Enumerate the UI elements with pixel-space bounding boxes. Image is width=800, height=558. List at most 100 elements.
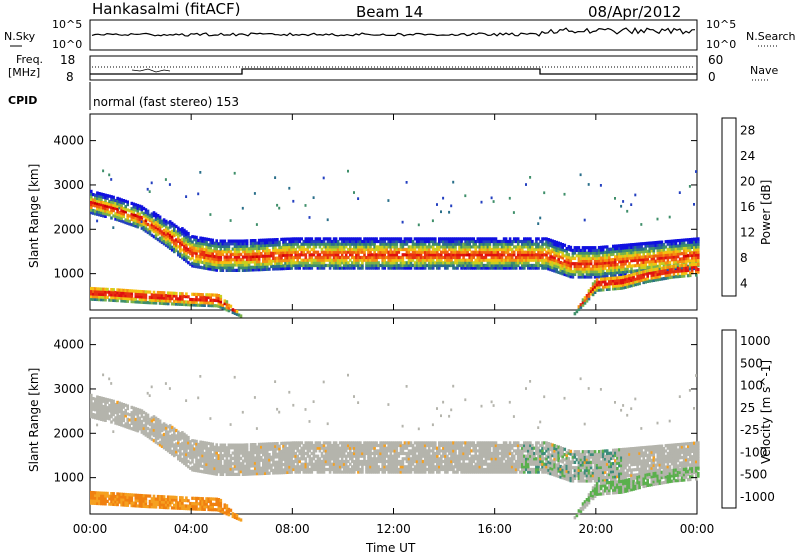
power-cell xyxy=(110,178,112,181)
power-cell xyxy=(147,188,149,191)
velocity-cell xyxy=(112,492,115,495)
power-cell xyxy=(112,196,115,199)
noise-trace xyxy=(92,28,695,36)
power-cell xyxy=(657,218,659,221)
power-cell xyxy=(199,171,201,174)
power-cell xyxy=(149,190,151,193)
power-cell xyxy=(697,263,700,266)
power-cell xyxy=(695,170,697,173)
station-title: Hankasalmi (fitACF) xyxy=(92,0,240,18)
velocity-cell xyxy=(230,509,233,512)
velocity-cell xyxy=(236,514,239,517)
y-tick-label: 3000 xyxy=(53,178,84,192)
velocity-cell xyxy=(240,518,243,521)
power-cell xyxy=(669,216,671,219)
power-cell xyxy=(147,210,150,213)
freq-tick-hi: 18 xyxy=(60,53,75,67)
power-cell xyxy=(450,205,452,208)
power-cell xyxy=(106,288,109,291)
power-cell xyxy=(406,181,408,184)
power-cell xyxy=(209,213,211,216)
velocity-cell xyxy=(256,427,258,430)
power-cell xyxy=(185,292,188,295)
power-cell xyxy=(464,194,466,197)
power-cell xyxy=(226,300,229,303)
power-cell xyxy=(151,182,153,185)
velocity-cell xyxy=(234,376,236,379)
power-cell xyxy=(614,197,616,200)
power-cell xyxy=(689,185,691,188)
power-cell xyxy=(141,220,143,223)
power-cell xyxy=(305,204,307,207)
power-cell xyxy=(640,223,642,226)
noise-tick-hi-right: 10^5 xyxy=(706,18,736,31)
power-cell xyxy=(493,200,495,203)
y-tick-label: 1000 xyxy=(53,267,84,281)
power-cell xyxy=(175,292,178,295)
velocity-cell xyxy=(211,443,214,446)
power-cell xyxy=(543,191,545,194)
power-cell xyxy=(537,222,539,225)
velocity-cell xyxy=(90,394,93,397)
beam-title: Beam 14 xyxy=(356,3,423,21)
power-cell xyxy=(432,219,434,222)
velocity-cell xyxy=(149,394,151,397)
power-cell xyxy=(626,210,628,213)
noise-tick-lo-left: 10^0 xyxy=(52,38,82,51)
velocity-cell xyxy=(151,386,153,389)
velocity-cell xyxy=(159,420,162,423)
power-cell xyxy=(112,226,114,229)
velocity-cell xyxy=(96,424,98,427)
power-cell xyxy=(525,183,527,186)
velocity-cell xyxy=(147,392,149,395)
velocity-cell xyxy=(278,411,280,414)
power-cell xyxy=(254,192,256,195)
power-cell xyxy=(278,241,281,244)
velocity-cell xyxy=(108,378,110,381)
freq-trace xyxy=(90,69,697,74)
nave-label: Nave xyxy=(750,64,778,77)
power-cell xyxy=(126,200,129,203)
power-cell xyxy=(159,216,162,219)
power-cell xyxy=(108,174,110,177)
velocity-cell xyxy=(112,430,114,433)
power-cell xyxy=(96,220,98,223)
velocity-cell xyxy=(215,443,218,446)
power-cell xyxy=(693,203,695,206)
power-cell xyxy=(669,261,672,264)
power-cell xyxy=(634,194,636,197)
power-cell xyxy=(452,181,454,184)
noise-tick-hi-left: 10^5 xyxy=(52,18,82,31)
velocity-cell xyxy=(185,496,188,499)
freq-label-1: Freq. xyxy=(16,53,43,66)
power-cell xyxy=(236,310,239,313)
velocity-cell xyxy=(274,380,276,383)
nave-tick-hi: 60 xyxy=(708,53,723,67)
velocity-cell xyxy=(102,374,104,377)
power-cell xyxy=(600,184,602,187)
noise-tick-lo-right: 10^0 xyxy=(706,38,736,51)
velocity-cell xyxy=(126,404,129,407)
power-cell xyxy=(234,172,236,175)
velocity-cell xyxy=(197,397,199,400)
nsky-label: N.Sky xyxy=(4,30,36,43)
power-cell xyxy=(387,199,389,202)
power-cell xyxy=(288,187,290,190)
velocity-cell xyxy=(278,445,281,448)
power-cell xyxy=(442,197,444,200)
y-tick-label: 4000 xyxy=(53,134,84,148)
power-cell xyxy=(448,211,450,214)
power-cell xyxy=(292,200,294,203)
power-cell xyxy=(402,221,404,224)
power-cell xyxy=(153,291,156,294)
power-cell xyxy=(509,197,511,200)
power-cell xyxy=(309,216,311,219)
power-cell xyxy=(436,203,438,206)
velocity-cell xyxy=(112,400,115,403)
power-cell xyxy=(347,170,349,173)
power-cell xyxy=(169,183,171,186)
power-cell xyxy=(220,295,223,298)
power-cell xyxy=(246,239,249,242)
power-cell xyxy=(539,217,541,220)
